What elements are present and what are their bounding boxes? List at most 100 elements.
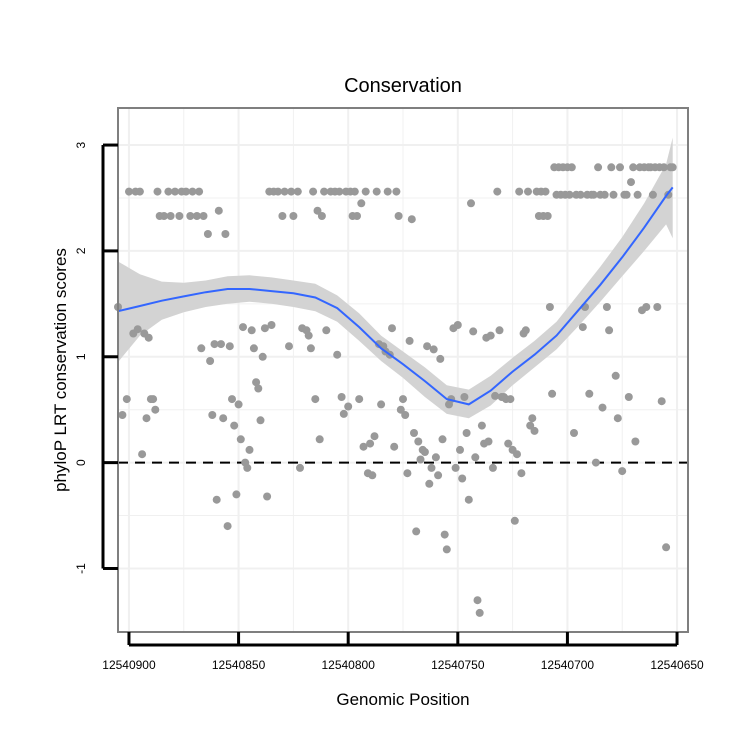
data-point: [232, 490, 241, 499]
data-point: [436, 354, 445, 363]
data-point: [212, 495, 221, 504]
data-point: [622, 190, 631, 199]
data-point: [410, 429, 418, 437]
data-point: [258, 352, 267, 361]
data-point: [293, 187, 302, 196]
data-point: [589, 190, 598, 199]
data-point: [414, 437, 423, 446]
confidence-band-area: [118, 137, 673, 419]
data-points: [114, 163, 677, 617]
confidence-band: [118, 137, 673, 419]
data-point: [214, 206, 223, 215]
smooth-line: [117, 186, 674, 406]
data-point: [420, 448, 429, 456]
data-point: [355, 395, 364, 404]
data-point: [313, 206, 322, 215]
data-point: [210, 340, 219, 349]
data-point: [306, 344, 315, 353]
data-point: [458, 474, 467, 483]
data-point: [475, 608, 484, 617]
y-tick-label: 3: [74, 141, 88, 148]
data-point: [469, 327, 478, 336]
data-point: [471, 453, 480, 462]
data-point: [591, 458, 600, 467]
data-point: [243, 463, 252, 472]
data-point: [280, 187, 289, 196]
data-point: [333, 350, 342, 359]
data-point: [607, 163, 616, 172]
data-point: [225, 342, 234, 351]
data-point: [488, 463, 497, 472]
data-point: [456, 445, 464, 454]
data-point: [188, 187, 197, 196]
y-tick-label: 0: [74, 459, 88, 466]
data-point: [133, 325, 142, 334]
data-point: [510, 516, 519, 525]
data-point: [506, 395, 515, 404]
data-point: [278, 212, 287, 220]
data-point: [377, 400, 386, 409]
data-point: [186, 212, 195, 220]
data-point: [359, 442, 368, 451]
data-point: [576, 190, 585, 199]
data-point: [423, 342, 432, 351]
data-point: [392, 187, 401, 196]
data-point: [335, 187, 344, 196]
data-point: [659, 163, 668, 172]
data-point: [521, 326, 530, 335]
data-point: [206, 357, 215, 365]
data-point: [239, 323, 247, 332]
data-point: [254, 384, 263, 393]
panel-border: [117, 107, 689, 633]
data-point: [642, 303, 651, 311]
data-point: [357, 199, 366, 208]
data-point: [545, 303, 554, 311]
data-point: [287, 187, 296, 196]
data-point: [260, 324, 269, 333]
data-point: [149, 395, 158, 404]
data-point: [565, 190, 574, 199]
data-point: [372, 187, 381, 196]
data-point: [598, 403, 607, 412]
data-point: [668, 163, 677, 172]
data-point: [567, 163, 576, 172]
data-point: [477, 421, 486, 430]
data-point: [383, 187, 392, 196]
data-point: [344, 402, 353, 411]
data-point: [304, 331, 313, 340]
data-point: [289, 212, 298, 220]
data-point: [274, 187, 282, 196]
data-point: [513, 450, 521, 459]
data-point: [256, 416, 265, 425]
data-point: [515, 187, 524, 196]
data-point: [394, 212, 403, 220]
data-point: [390, 442, 399, 451]
data-point: [570, 429, 578, 437]
data-point: [125, 187, 133, 196]
data-point: [629, 163, 638, 172]
data-point: [524, 187, 532, 196]
data-point: [228, 395, 236, 404]
data-point: [309, 187, 318, 196]
data-point: [135, 187, 144, 196]
data-point: [416, 455, 425, 464]
data-point: [627, 178, 635, 187]
data-point: [219, 414, 228, 423]
plot-panel: [114, 107, 689, 633]
y-axis-label: phyloP LRT conservation scores: [51, 248, 70, 492]
data-point: [339, 409, 348, 418]
data-point: [462, 429, 471, 437]
data-point: [175, 212, 184, 220]
y-tick-label: -1: [74, 563, 88, 574]
data-point: [633, 190, 642, 199]
data-point: [484, 437, 493, 446]
data-point: [221, 230, 230, 238]
data-point: [160, 212, 168, 220]
data-point: [142, 414, 151, 423]
x-axis: 12540900 12540850 12540800 12540750 12540700…: [102, 632, 704, 672]
data-point: [464, 495, 473, 504]
data-point: [467, 199, 475, 208]
data-point: [609, 190, 618, 199]
data-point: [495, 326, 504, 335]
data-point: [578, 323, 587, 332]
